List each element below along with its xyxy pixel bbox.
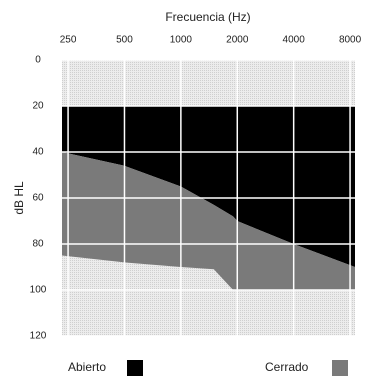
x-tick-label: 4000 [283, 35, 306, 46]
legend-swatch [127, 360, 143, 376]
area-band [62, 106, 355, 267]
x-tick-label: 2000 [226, 35, 249, 46]
legend-label: Cerrado [265, 360, 309, 374]
y-axis-title: dB HL [12, 181, 26, 215]
x-tick-label: 250 [60, 35, 77, 46]
y-tick-label: 60 [32, 193, 44, 204]
x-tick-label: 500 [116, 35, 133, 46]
y-tick-label: 100 [30, 285, 47, 296]
y-tick-label: 0 [35, 55, 41, 66]
y-tick-label: 40 [32, 147, 44, 158]
area-band [62, 152, 355, 290]
legend-label: Abierto [68, 360, 106, 374]
x-tick-label: 8000 [339, 35, 362, 46]
x-tick-label: 1000 [170, 35, 193, 46]
x-axis-title: Frecuencia (Hz) [165, 10, 250, 24]
legend-swatch [332, 360, 348, 376]
y-tick-label: 120 [30, 331, 47, 342]
y-tick-label: 20 [32, 101, 44, 112]
y-tick-label: 80 [32, 239, 44, 250]
